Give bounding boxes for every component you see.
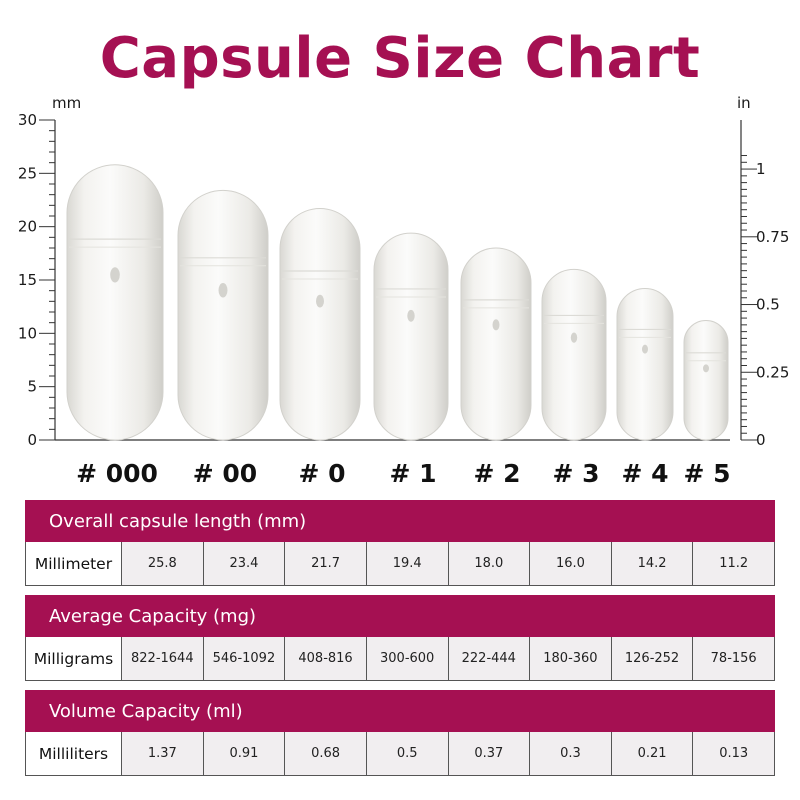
left-tick-label: 30	[18, 111, 37, 129]
table-cell: 546-1092	[203, 637, 286, 680]
capsule-dimple	[570, 332, 578, 343]
right-axis-unit: in	[737, 94, 751, 112]
right-tick-label: 0.75	[756, 228, 789, 246]
volume-table: Volume Capacity (ml) Milliliters 1.37 0.…	[25, 690, 775, 776]
capsule-body	[279, 208, 361, 441]
capsule-dimple	[703, 364, 709, 373]
capsule-size-label: # 4	[621, 459, 668, 488]
capsule-dimple	[110, 267, 120, 283]
volume-table-header: Volume Capacity (ml)	[25, 690, 775, 732]
table-cell: 78-156	[693, 637, 775, 680]
table-cell: 11.2	[693, 542, 775, 585]
table-cell: 14.2	[611, 542, 694, 585]
table-cell: 19.4	[366, 542, 449, 585]
capsule-size-label: # 5	[683, 459, 730, 488]
capsule-dimple	[316, 294, 324, 308]
capsule-body	[460, 247, 532, 441]
table-cell: 300-600	[366, 637, 449, 680]
capsule-size-chart: mm 0 5 10 15 20 25 30 in 0 0.25 0.5 0.75 1 # 000 # 00 #…	[18, 94, 790, 488]
table-cell: 408-816	[285, 637, 367, 680]
table-row: Milligrams 822-1644 546-1092 408-816 300…	[25, 637, 775, 681]
table-cell: 180-360	[530, 637, 612, 680]
row-label: Millimeter	[26, 542, 122, 585]
table-cell: 0.91	[203, 732, 286, 775]
capsule-size-label: # 1	[389, 459, 436, 488]
page-title: Capsule Size Chart	[99, 26, 701, 91]
table-cell: 0.13	[693, 732, 775, 775]
table-cell: 25.8	[122, 542, 204, 585]
table-cell: 0.68	[285, 732, 367, 775]
capsule-dimple	[492, 319, 500, 331]
right-tick-label: 0	[756, 431, 766, 449]
table-cell: 222-444	[448, 637, 531, 680]
row-label: Milliliters	[26, 732, 122, 775]
capsule-dimple	[407, 309, 415, 322]
capsule-3	[279, 208, 361, 441]
capsule-1	[66, 164, 164, 441]
table-cell: 126-252	[611, 637, 694, 680]
table-cell: 18.0	[448, 542, 531, 585]
capsule-dimple	[218, 283, 228, 298]
row-label: Milligrams	[26, 637, 122, 680]
capsule-body	[683, 320, 729, 441]
table-cell: 0.5	[366, 732, 449, 775]
left-tick-label: 20	[18, 218, 37, 236]
capsule-body	[616, 288, 674, 441]
left-tick-label: 10	[18, 324, 37, 342]
table-cell: 16.0	[530, 542, 612, 585]
left-tick-label: 0	[27, 431, 37, 449]
right-tick-label: 0.5	[756, 296, 780, 314]
table-cell: 0.21	[611, 732, 694, 775]
capsule-size-label: # 2	[473, 459, 520, 488]
table-row: Millimeter 25.8 23.4 21.7 19.4 18.0 16.0…	[25, 542, 775, 586]
capsule-body	[541, 268, 607, 441]
table-cell: 21.7	[285, 542, 367, 585]
capsule-body	[177, 189, 269, 441]
left-tick-label: 15	[18, 271, 37, 289]
capsule-4	[373, 232, 449, 441]
capsule-6	[541, 268, 607, 441]
table-cell: 1.37	[122, 732, 204, 775]
capsule-dimple	[642, 344, 648, 354]
right-tick-label: 1	[756, 160, 766, 178]
left-tick-label: 5	[27, 378, 37, 396]
left-axis-unit: mm	[52, 94, 81, 112]
table-cell: 0.37	[448, 732, 531, 775]
right-tick-label: 0.25	[756, 363, 789, 381]
left-tick-label: 25	[18, 164, 37, 182]
capsule-7	[616, 288, 674, 441]
table-cell: 0.3	[530, 732, 612, 775]
length-table: Overall capsule length (mm) Millimeter 2…	[25, 500, 775, 586]
capsule-size-label: # 3	[552, 459, 599, 488]
capacity-table: Average Capacity (mg) Milligrams 822-164…	[25, 595, 775, 681]
capsule-5	[460, 247, 532, 441]
capsule-size-label: # 00	[193, 459, 257, 488]
table-row: Milliliters 1.37 0.91 0.68 0.5 0.37 0.3 …	[25, 732, 775, 776]
capsule-body	[66, 164, 164, 441]
capsule-size-label: # 000	[76, 459, 158, 488]
table-cell: 822-1644	[122, 637, 204, 680]
capacity-table-header: Average Capacity (mg)	[25, 595, 775, 637]
capsule-2	[177, 189, 269, 441]
length-table-header: Overall capsule length (mm)	[25, 500, 775, 542]
capsule-size-label: # 0	[298, 459, 345, 488]
capsule-body	[373, 232, 449, 441]
table-cell: 23.4	[203, 542, 286, 585]
capsule-8	[683, 320, 729, 441]
